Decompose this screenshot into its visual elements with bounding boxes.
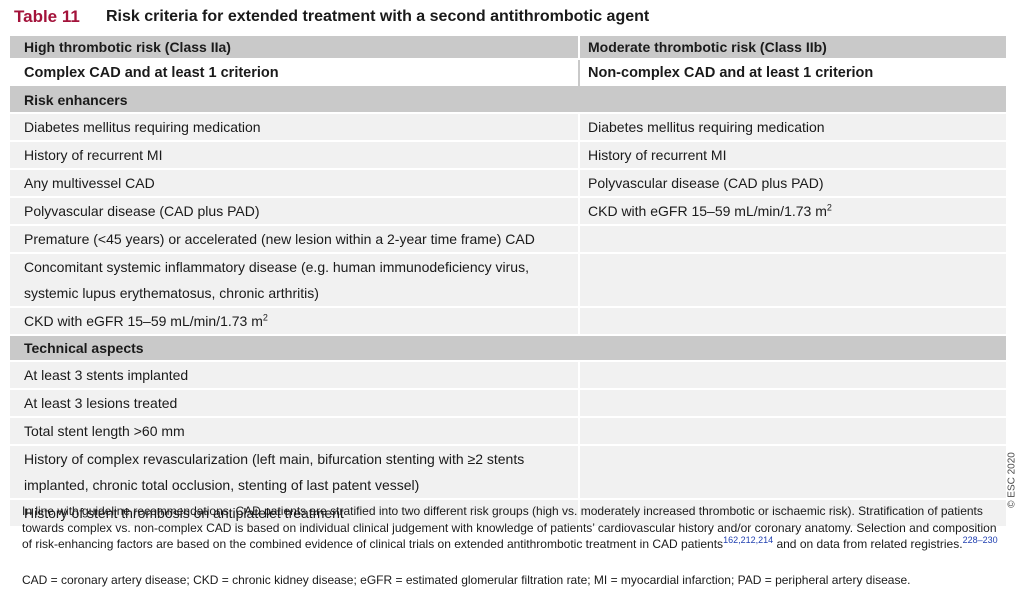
table-cell [580,446,1006,500]
table-cell: History of stent thrombosis on antiplate… [10,500,580,528]
table-footnote: In line with guideline recommendations, … [22,503,1002,553]
copyright-mark: © ESC 2020 [1004,440,1020,520]
table-cell: At least 3 lesions treated [10,390,580,418]
table-cell: History of recurrent MI [10,142,580,170]
footnote-text-continued: and on data from related registries. [773,537,963,551]
table-row: History of complex revascularization (le… [10,446,1006,500]
table-header-row: High thrombotic risk (Class IIa) Moderat… [10,36,1006,60]
reference-link[interactable]: 228–230 [962,535,998,545]
table-cell: Concomitant systemic inflammatory diseas… [10,254,580,308]
subheader-complex-cad: Complex CAD and at least 1 criterion [10,60,580,88]
table-row: Any multivessel CAD Polyvascular disease… [10,170,1006,198]
cell-text: CKD with eGFR 15–59 mL/min/1.73 m [588,203,827,219]
table-cell [580,308,1006,336]
table-cell: Total stent length >60 mm [10,418,580,446]
table-row: CKD with eGFR 15–59 mL/min/1.73 m2 [10,308,1006,336]
table-title: Risk criteria for extended treatment wit… [106,8,650,25]
table-row: At least 3 stents implanted [10,362,1006,390]
table-cell: Polyvascular disease (CAD plus PAD) [10,198,580,226]
table-row: Polyvascular disease (CAD plus PAD) CKD … [10,198,1006,226]
table-cell: Polyvascular disease (CAD plus PAD) [580,170,1006,198]
table-row: History of recurrent MI History of recur… [10,142,1006,170]
table-cell: Any multivessel CAD [10,170,580,198]
table-cell: At least 3 stents implanted [10,362,580,390]
column-header-moderate-risk: Moderate thrombotic risk (Class IIb) [580,36,1006,60]
copyright-text: © ESC 2020 [1006,452,1018,508]
abbreviations-note: CAD = coronary artery disease; CKD = chr… [22,573,911,587]
section-header-risk-enhancers: Risk enhancers [10,88,1006,114]
table-cell [580,254,1006,308]
table-cell: CKD with eGFR 15–59 mL/min/1.73 m2 [580,198,1006,226]
column-header-high-risk: High thrombotic risk (Class IIa) [10,36,580,60]
table-cell: CKD with eGFR 15–59 mL/min/1.73 m2 [10,308,580,336]
table-cell [580,390,1006,418]
table-row: History of stent thrombosis on antiplate… [10,500,1006,528]
table-cell: History of complex revascularization (le… [10,446,580,500]
footnote-text: In line with guideline recommendations, … [22,504,997,551]
section-header-technical-aspects: Technical aspects [10,336,1006,362]
table-title-row: Table 11 Risk criteria for extended trea… [14,5,649,29]
superscript: 2 [262,312,268,323]
table-cell: Diabetes mellitus requiring medication [10,114,580,142]
superscript: 2 [826,202,832,213]
table-row: Premature (<45 years) or accelerated (ne… [10,226,1006,254]
table-cell [580,226,1006,254]
table-cell: Diabetes mellitus requiring medication [580,114,1006,142]
section-label: Risk enhancers [10,88,1006,114]
table-row: At least 3 lesions treated [10,390,1006,418]
table-number: Table 11 [14,7,80,26]
table-row: Total stent length >60 mm [10,418,1006,446]
reference-link[interactable]: 162,212,214 [723,535,774,545]
table-cell [580,500,1006,528]
table-row: Diabetes mellitus requiring medication D… [10,114,1006,142]
criteria-subheader-row: Complex CAD and at least 1 criterion Non… [10,60,1006,88]
table-cell: History of recurrent MI [580,142,1006,170]
table-cell: Premature (<45 years) or accelerated (ne… [10,226,580,254]
table-row: Concomitant systemic inflammatory diseas… [10,254,1006,308]
section-label: Technical aspects [10,336,1006,362]
table-cell [580,418,1006,446]
risk-criteria-table: High thrombotic risk (Class IIa) Moderat… [10,36,1006,528]
cell-text: CKD with eGFR 15–59 mL/min/1.73 m [24,313,263,329]
subheader-non-complex-cad: Non-complex CAD and at least 1 criterion [580,60,1006,88]
table-cell [580,362,1006,390]
